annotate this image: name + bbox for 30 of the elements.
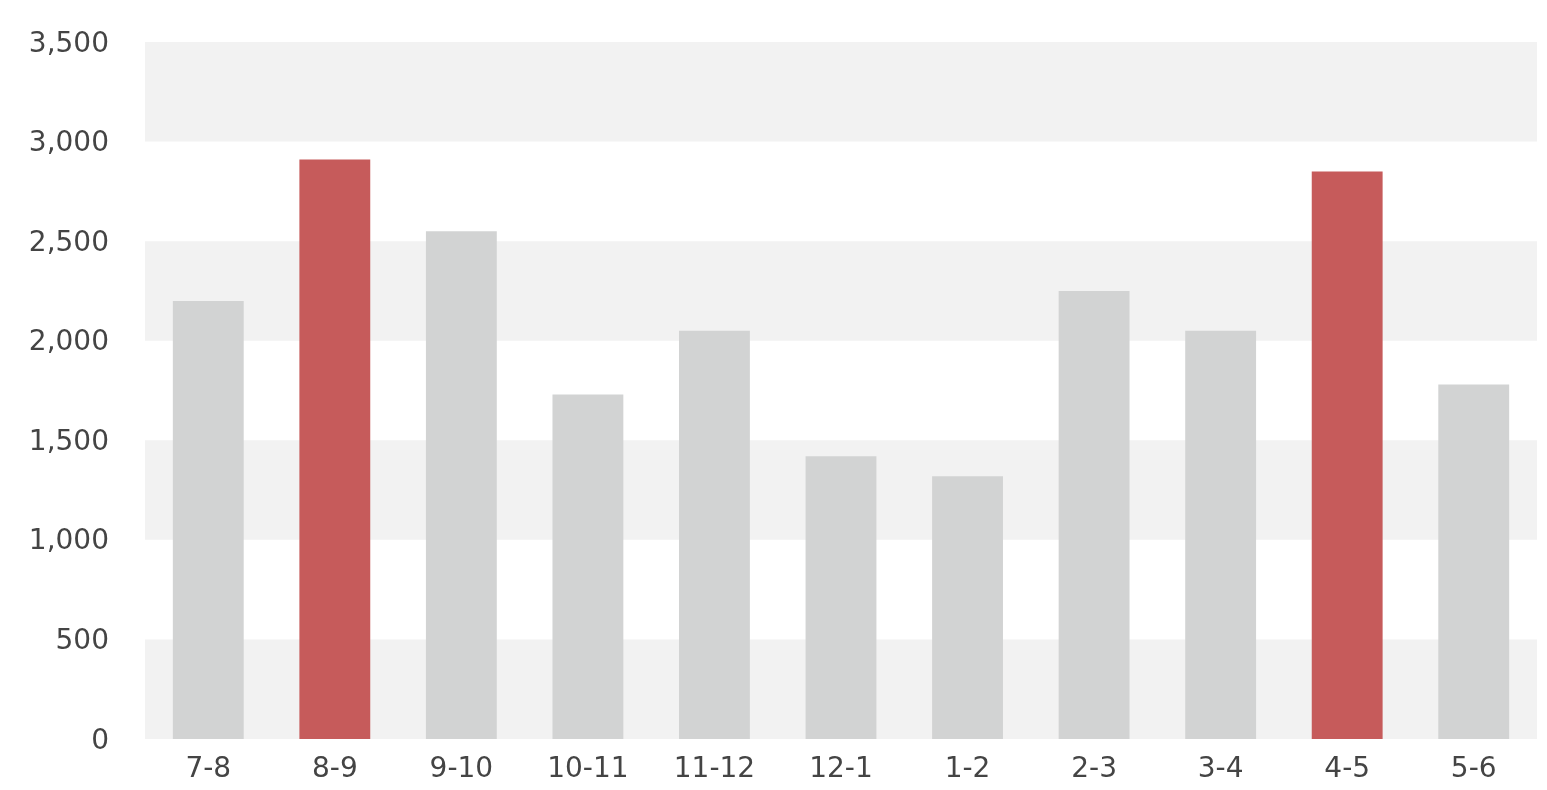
x-tick-label: 4-5 <box>1324 750 1371 784</box>
y-tick-label: 3,000 <box>28 125 109 159</box>
y-tick-label: 2,000 <box>28 324 109 358</box>
y-tick-label: 1,500 <box>28 423 109 457</box>
y-tick-label: 3,500 <box>28 25 109 59</box>
bar <box>1311 171 1383 739</box>
x-tick-label: 1-2 <box>944 750 991 784</box>
x-tick-label: 3-4 <box>1197 750 1244 784</box>
x-tick-label: 11-12 <box>673 750 756 784</box>
bar <box>1438 384 1510 739</box>
x-tick-label: 7-8 <box>185 750 232 784</box>
x-tick-label: 9-10 <box>429 750 494 784</box>
bar <box>299 159 371 739</box>
y-tick-label: 500 <box>55 622 109 656</box>
bar <box>805 456 877 739</box>
bar <box>172 300 244 739</box>
bar <box>1058 290 1130 739</box>
bar <box>679 330 750 739</box>
x-tick-label: 2-3 <box>1071 750 1117 784</box>
y-tick-label: 0 <box>91 722 109 756</box>
x-tick-label: 5-6 <box>1450 750 1497 784</box>
bar <box>1185 330 1257 739</box>
y-tick-label: 1,000 <box>28 523 109 557</box>
x-tick-label: 12-1 <box>809 750 873 784</box>
bar <box>425 231 497 739</box>
bar <box>932 476 1003 739</box>
x-tick-label: 8-9 <box>311 750 358 784</box>
bar <box>552 394 624 739</box>
x-tick-label: 10-11 <box>547 750 629 784</box>
y-tick-label: 2,500 <box>28 224 109 258</box>
